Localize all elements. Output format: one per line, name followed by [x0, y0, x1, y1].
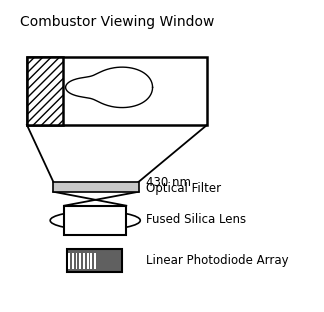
Text: Linear Photodiode Array: Linear Photodiode Array [146, 255, 289, 267]
Bar [76, 253, 77, 269]
Bar [83, 253, 85, 269]
Bar [67, 249, 122, 272]
Bar [90, 253, 92, 269]
Bar [79, 253, 81, 269]
Bar [27, 56, 63, 125]
Bar [27, 56, 207, 125]
Bar [68, 253, 70, 269]
Bar [94, 253, 96, 269]
Bar [72, 253, 74, 269]
Text: Combustor Viewing Window: Combustor Viewing Window [20, 15, 214, 29]
Text: Optical Filter: Optical Filter [146, 182, 222, 195]
Ellipse shape [50, 211, 140, 230]
Bar [87, 253, 88, 269]
Bar [53, 182, 139, 192]
Bar [64, 206, 126, 235]
Text: 430 nm: 430 nm [146, 176, 191, 189]
Text: Fused Silica Lens: Fused Silica Lens [146, 213, 247, 226]
